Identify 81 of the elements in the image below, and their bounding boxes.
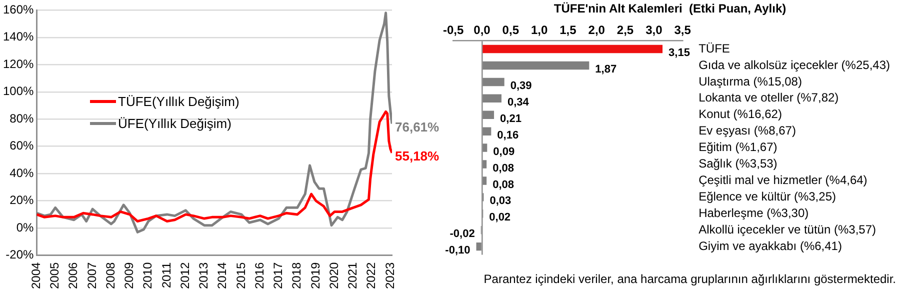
y-tick-label: Haberleşme (%3,30) <box>698 206 809 220</box>
data-label: -0,02 <box>450 228 475 240</box>
data-label: 3,15 <box>668 47 690 60</box>
data-label: 0,08 <box>492 162 514 174</box>
x-tick-label: 2011 <box>159 262 174 288</box>
x-tick-label: 3,5 <box>674 22 692 37</box>
x-tick-label: 2023 <box>382 262 397 290</box>
y-tick-label: Giyim ve ayakkabı (%6,41) <box>698 238 842 253</box>
x-tick-label: 2013 <box>196 262 211 290</box>
x-tick-label: -0,5 <box>442 22 464 37</box>
y-tick-label: Ev eşyası (%8,67) <box>698 124 796 138</box>
data-label: 1,87 <box>595 64 617 76</box>
y-tick-label: 120% <box>2 56 34 71</box>
x-tick-label: 1,0 <box>530 22 548 37</box>
y-tick-label: Alkollü içecekler ve tütün (%3,57) <box>698 222 876 236</box>
annotation: 76,61% <box>395 119 440 134</box>
bar <box>482 61 590 70</box>
bar <box>482 94 502 103</box>
y-tick-label: 20% <box>10 193 34 208</box>
x-tick-label: 2014 <box>215 262 230 290</box>
x-tick-label: 3,0 <box>646 22 663 37</box>
x-tick-label: 2017 <box>271 262 286 290</box>
chart-title: TÜFE'nin Alt Kalemleri (Etki Puan, Aylık) <box>554 2 786 16</box>
legend-label: TÜFE(Yıllık Değişim) <box>118 94 240 108</box>
data-label: 0,03 <box>490 195 512 208</box>
data-label: 0,16 <box>497 129 519 142</box>
x-tick-label: 2008 <box>103 262 118 290</box>
y-tick-label: Sağlık (%3,53) <box>698 156 778 171</box>
data-label: 0,21 <box>500 112 522 125</box>
data-label: 0,39 <box>510 80 532 92</box>
x-tick-label: 1,5 <box>560 22 577 37</box>
x-tick-label: 2018 <box>290 262 304 290</box>
x-tick-label: 2009 <box>122 262 136 290</box>
bar <box>482 176 487 185</box>
x-tick-label: 2,5 <box>616 22 634 37</box>
y-tick-label: Konut (%16,62) <box>698 107 782 122</box>
x-tick-label: 2015 <box>234 262 248 290</box>
y-tick-label: -20% <box>6 248 34 262</box>
y-tick-label: 60% <box>10 138 34 153</box>
bar <box>482 160 487 168</box>
bar <box>482 78 504 86</box>
y-tick-label: 140% <box>2 30 34 44</box>
x-tick-label: 2012 <box>178 262 192 290</box>
data-label: 0,34 <box>507 96 530 108</box>
x-tick-label: 2006 <box>66 262 80 290</box>
y-tick-label: 0% <box>16 220 34 234</box>
x-tick-label: 2007 <box>84 262 99 290</box>
x-tick-label: 0,0 <box>474 22 491 37</box>
x-tick-label: 0,5 <box>502 22 520 37</box>
x-tick-label: 2016 <box>252 262 266 290</box>
x-tick-label: 2010 <box>140 262 155 290</box>
text: Parantez içindeki veriler, ana harcama gruplarının ağırlıklarını göstermektedir. <box>482 272 897 286</box>
x-tick-label: 2,0 <box>588 22 606 37</box>
x-tick-label: 2021 <box>346 262 360 290</box>
bar <box>476 242 482 251</box>
data-label: 0,08 <box>492 178 514 191</box>
y-tick-label: Lokanta ve oteller (%7,82) <box>698 90 839 105</box>
x-tick-label: 2022 <box>364 262 378 290</box>
x-tick-label: 2004 <box>29 262 44 290</box>
bar <box>482 144 488 152</box>
x-tick-label: 2005 <box>48 262 62 290</box>
bar <box>482 110 494 119</box>
y-tick-label: Gıda ve alkolsüz içecekler (%25,43) <box>698 58 890 72</box>
legend-label: ÜFE(Yıllık Değişim) <box>118 116 232 130</box>
y-tick-label: Ulaştırma (%15,08) <box>698 74 802 88</box>
bar <box>482 44 663 54</box>
data-label: 0,02 <box>489 212 511 224</box>
y-tick-label: 160% <box>2 2 34 17</box>
y-tick-label: Çeşitli mal ve hizmetler (%4,64) <box>698 173 868 188</box>
data-label: 0,09 <box>493 146 515 158</box>
y-tick-label: 40% <box>10 166 34 180</box>
annotation: 55,18% <box>395 148 440 164</box>
y-tick-label: 80% <box>10 111 34 126</box>
bar <box>482 127 492 136</box>
x-tick-label: 2019 <box>308 262 322 290</box>
data-label: -0,10 <box>445 244 470 257</box>
y-tick-label: Eğlence ve kültür (%3,25) <box>698 189 836 204</box>
y-tick-label: Eğitim (%1,67) <box>698 140 778 154</box>
x-tick-label: 2020 <box>326 262 341 290</box>
y-tick-label: 100% <box>2 84 34 98</box>
y-tick-label: TÜFE <box>698 41 730 56</box>
